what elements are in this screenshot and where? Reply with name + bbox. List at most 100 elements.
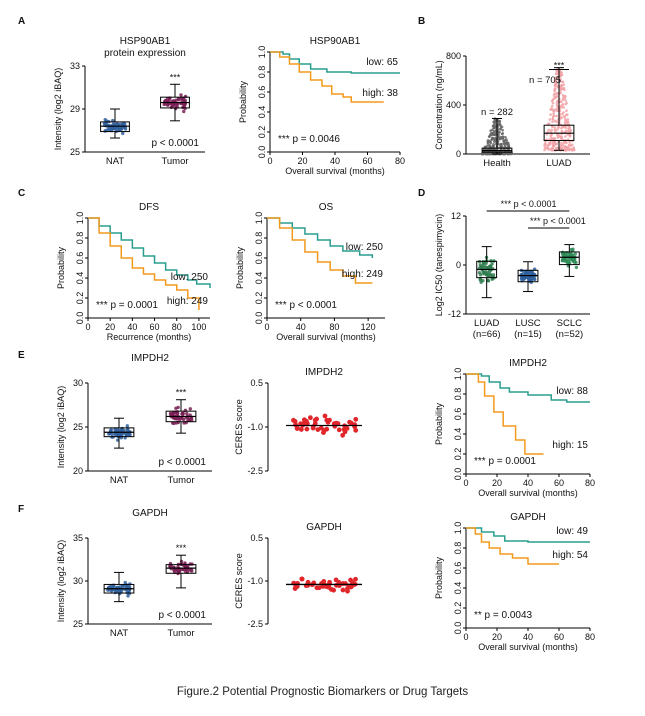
panel-letter-a: A [18, 16, 25, 27]
y-axis-label: CERES score [234, 399, 244, 455]
y-tick-label: 0.6 [453, 408, 463, 421]
data-point [172, 421, 176, 426]
y-axis-label: CERES score [234, 553, 244, 609]
x-tick-label: 0 [264, 322, 269, 332]
data-point [571, 247, 575, 251]
series-label: low: 250 [346, 242, 384, 253]
x-tick-label: 80 [395, 156, 405, 166]
annotation: *** p = 0.0001 [96, 300, 158, 311]
data-point [492, 124, 495, 128]
x-tick-label: 20 [297, 156, 307, 166]
data-point [552, 97, 555, 101]
x-tick-label: 100 [191, 322, 206, 332]
y-axis-label: Concentration (ng/mL) [434, 60, 444, 150]
category-label: Tumor [167, 475, 194, 486]
data-point [567, 129, 570, 133]
x-tick-label: 60 [554, 632, 564, 642]
data-point [179, 93, 183, 97]
data-point [107, 128, 111, 132]
data-point [553, 80, 557, 83]
data-point [547, 148, 551, 151]
y-tick-label: 0.2 [453, 448, 463, 461]
survival-curve [466, 373, 590, 403]
y-tick-label: 12 [451, 211, 461, 221]
data-point [560, 137, 563, 140]
data-point [486, 273, 490, 277]
data-point [554, 92, 558, 96]
annotation: p < 0.0001 [151, 138, 199, 149]
data-point [565, 141, 568, 145]
data-point [563, 259, 567, 263]
y-tick-label: 30 [73, 378, 83, 388]
data-point [567, 143, 571, 147]
data-point [331, 587, 337, 593]
x-tick-label: 60 [554, 478, 564, 488]
y-tick-label: 800 [446, 51, 461, 61]
data-point [109, 589, 114, 593]
data-point [293, 422, 298, 428]
annotation: n = 282 [481, 107, 513, 118]
annotation: *** p = 0.0001 [474, 456, 536, 467]
y-tick-label: 1.0 [257, 46, 267, 59]
data-point [564, 129, 568, 133]
data-point [560, 112, 564, 116]
survival-curve [466, 373, 544, 455]
data-point [502, 139, 506, 142]
data-point [333, 577, 339, 583]
y-tick-label: 0.8 [453, 542, 463, 555]
x-tick-label: 120 [361, 322, 376, 332]
data-point [550, 104, 554, 108]
data-point [556, 99, 559, 103]
data-point [550, 133, 553, 136]
category-label: LUAD [474, 318, 499, 329]
data-point [552, 94, 556, 97]
panel-letter-d: D [418, 188, 425, 199]
data-point [342, 429, 348, 435]
annotation: p < 0.0001 [158, 610, 206, 621]
figure-caption: Figure.2 Potential Prognostic Biomarkers… [176, 686, 469, 698]
data-point [117, 127, 122, 132]
data-point [563, 148, 567, 152]
data-point [566, 133, 570, 136]
data-point [352, 422, 358, 428]
series-label: low: 88 [556, 386, 588, 397]
data-point [566, 118, 570, 121]
data-point [501, 128, 504, 132]
data-point [568, 147, 571, 151]
data-point [563, 145, 567, 149]
data-point [481, 263, 486, 267]
data-point [336, 427, 342, 433]
data-point [327, 417, 332, 423]
data-point [353, 416, 359, 422]
data-point [528, 277, 532, 281]
y-axis-label: Probability [434, 556, 444, 599]
data-point [312, 421, 318, 426]
series-label: high: 54 [552, 550, 588, 561]
data-point [550, 136, 553, 140]
data-point [320, 584, 326, 589]
chart-title: IMPDH2 [131, 353, 169, 364]
y-tick-label: 0.8 [453, 388, 463, 401]
data-point [559, 145, 563, 149]
category-label: (n=66) [473, 329, 501, 340]
data-point [551, 115, 555, 118]
y-axis-label: Intensity (log2 iBAQ) [56, 386, 66, 469]
data-point [114, 127, 118, 131]
data-point [564, 94, 567, 98]
data-point [348, 577, 353, 583]
data-point [321, 430, 326, 436]
data-point [498, 119, 502, 123]
data-point [307, 415, 313, 421]
data-point [315, 427, 321, 432]
data-point [187, 418, 192, 422]
y-axis-label: Intensity (log2 iBAQ) [53, 68, 63, 151]
data-point [545, 144, 549, 147]
data-point [162, 102, 166, 107]
data-point [563, 121, 567, 124]
data-point [567, 127, 570, 131]
x-axis-label: Overall survival (months) [276, 332, 376, 342]
data-point [114, 432, 119, 436]
x-tick-label: 0 [267, 156, 272, 166]
category-label: LUSC [515, 318, 540, 329]
data-point [549, 108, 552, 111]
